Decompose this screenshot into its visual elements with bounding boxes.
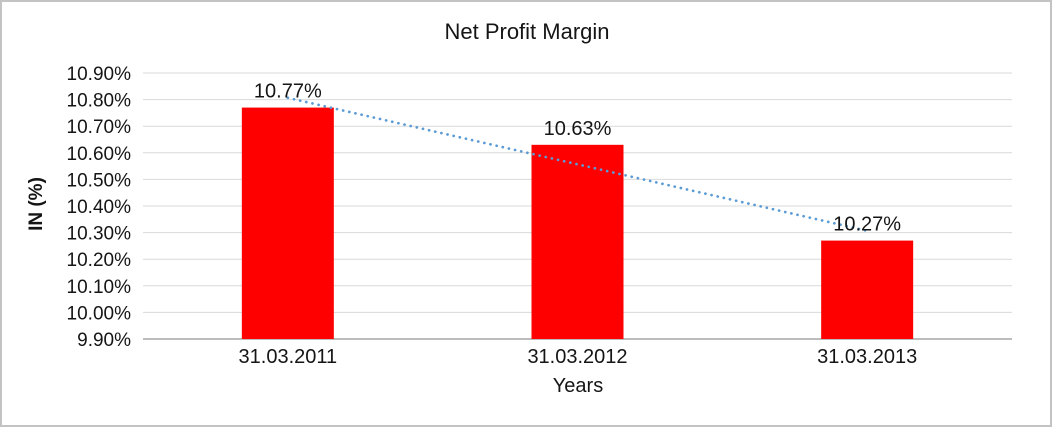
y-tick-label: 10.20% [67, 250, 132, 271]
y-tick-label: 10.00% [67, 303, 132, 324]
x-axis-title: Years [553, 375, 603, 397]
y-tick-label: 10.50% [67, 170, 132, 191]
y-tick-label: 10.80% [67, 91, 132, 112]
bar-31.03.2011 [241, 107, 334, 339]
bar-31.03.2013 [821, 240, 914, 339]
trendline-dotted [286, 96, 869, 233]
y-tick-label: 10.10% [67, 277, 132, 298]
chart-title: Net Profit Margin [444, 19, 609, 44]
x-tick-label: 31.03.2012 [527, 346, 627, 368]
plot-area: 9.90% 10.00% 10.10% 10.20% 10.30% 10.40% 10.50… [67, 64, 1012, 368]
x-tick-label: 31.03.2011 [239, 346, 338, 368]
y-tick-label: 10.70% [67, 117, 132, 138]
y-tick-label: 9.90% [77, 330, 131, 351]
y-tick-label: 10.30% [67, 224, 132, 245]
y-tick-label: 10.60% [67, 144, 132, 165]
data-label: 10.77% [254, 81, 322, 103]
data-label: 10.63% [544, 118, 612, 140]
data-label: 10.27% [833, 214, 901, 236]
y-tick-label: 10.90% [67, 64, 132, 85]
x-tick-label: 31.03.2013 [817, 346, 917, 368]
y-axis-title: IN (%) [26, 177, 47, 231]
bar-31.03.2012 [531, 144, 624, 339]
y-tick-label: 10.40% [67, 197, 132, 218]
